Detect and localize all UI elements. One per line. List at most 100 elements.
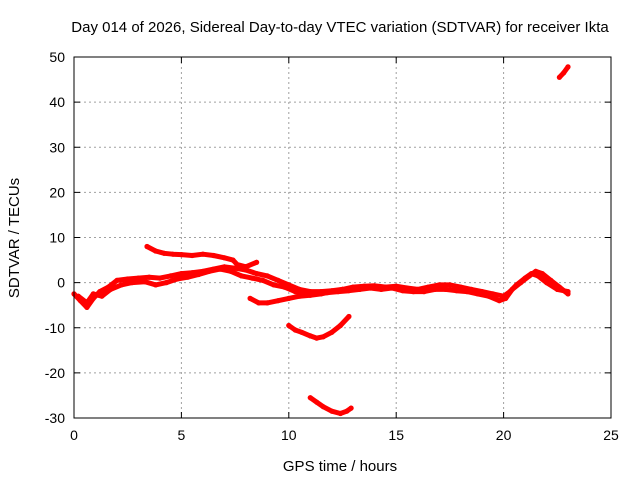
data-point (170, 251, 176, 257)
data-point (286, 295, 292, 301)
data-point (107, 286, 114, 292)
data-point (189, 252, 195, 259)
data-point (206, 268, 212, 274)
data-point (443, 286, 449, 292)
data-point (238, 273, 245, 279)
y-tick-label: 0 (57, 275, 65, 291)
data-point (90, 291, 96, 297)
data-point (157, 275, 163, 281)
data-point (526, 273, 533, 279)
data-point (230, 257, 236, 263)
data-point (260, 277, 266, 283)
data-point (348, 405, 354, 411)
data-point (84, 300, 90, 306)
data-point (146, 274, 152, 280)
data-point (275, 277, 281, 283)
x-tick-label: 20 (496, 427, 512, 443)
data-point (153, 282, 159, 288)
data-point (296, 293, 303, 299)
data-point (565, 291, 571, 297)
data-point (211, 252, 217, 259)
data-point (548, 277, 554, 283)
data-point (286, 322, 292, 329)
data-point (168, 273, 174, 279)
data-point (84, 304, 90, 310)
data-point (346, 313, 352, 320)
data-point (389, 285, 395, 291)
data-point (410, 289, 416, 295)
data-point (264, 273, 270, 279)
data-point (144, 243, 150, 250)
x-tick-label: 25 (603, 427, 619, 443)
data-point (307, 395, 313, 401)
series-track-main-a (71, 264, 571, 310)
data-point (400, 288, 406, 294)
data-point (565, 64, 571, 70)
y-tick-label: -10 (45, 320, 65, 336)
data-point (556, 284, 563, 290)
data-point (247, 295, 253, 301)
data-point (421, 289, 427, 295)
data-point (339, 286, 346, 292)
data-point (432, 286, 438, 292)
data-point (221, 255, 227, 261)
data-point (329, 408, 335, 414)
data-point (114, 277, 120, 283)
data-point (561, 70, 567, 76)
data-point (458, 284, 464, 290)
data-point (200, 251, 206, 257)
y-tick-label: 50 (49, 49, 65, 65)
x-tick-label: 10 (281, 427, 297, 443)
data-point (320, 404, 326, 410)
chart-title: Day 014 of 2026, Sidereal Day-to-day VTE… (71, 19, 609, 36)
data-point (153, 248, 159, 254)
data-point (314, 399, 320, 405)
data-point (281, 284, 288, 290)
data-point (118, 282, 124, 288)
data-point (453, 288, 459, 294)
data-point (185, 274, 191, 280)
data-point (178, 252, 184, 258)
data-point (320, 334, 326, 340)
data-point (142, 279, 148, 285)
y-tick-label: -20 (45, 365, 65, 381)
data-point (275, 298, 281, 304)
data-point (174, 276, 180, 282)
data-point (178, 271, 184, 277)
data-point (307, 333, 313, 339)
data-point (314, 335, 320, 341)
y-tick-label: 40 (49, 94, 65, 110)
data-point (254, 271, 260, 277)
data-point (271, 282, 277, 288)
data-point (299, 329, 305, 335)
data-point (163, 280, 169, 286)
data-point (196, 271, 202, 278)
data-point (307, 292, 313, 298)
data-point (367, 285, 373, 291)
data-point (75, 293, 81, 299)
data-point (243, 264, 249, 270)
x-tick-label: 5 (178, 427, 186, 443)
data-point (509, 286, 515, 292)
data-point (264, 300, 270, 306)
y-tick-label: -30 (45, 410, 65, 426)
data-point (329, 329, 335, 335)
data-point (292, 327, 298, 333)
y-tick-label: 10 (49, 230, 65, 246)
y-tick-label: 30 (49, 139, 65, 155)
data-point (135, 275, 141, 281)
data-point (503, 295, 509, 301)
series-track-upper (144, 244, 260, 270)
data-point (346, 288, 352, 294)
data-point (518, 280, 524, 286)
data-point (544, 280, 550, 286)
data-point (234, 262, 240, 268)
data-point (556, 74, 563, 80)
data-point (436, 282, 442, 288)
data-point (357, 286, 363, 292)
series-track-low-return (247, 286, 345, 306)
data-point (125, 276, 131, 282)
data-point (292, 289, 298, 295)
data-point (228, 268, 234, 274)
